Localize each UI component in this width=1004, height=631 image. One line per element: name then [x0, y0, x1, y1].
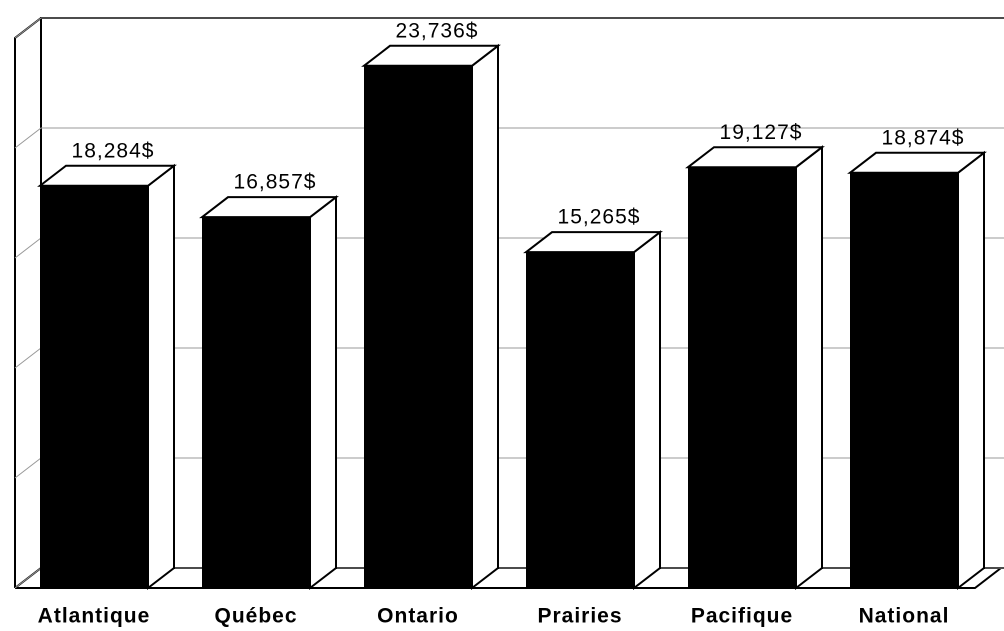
- bar-side: [471, 43, 499, 591]
- bar: [202, 217, 310, 588]
- bar: [526, 252, 634, 589]
- x-tick-label: National: [859, 605, 950, 628]
- bar: [364, 65, 472, 589]
- grid-line: [14, 127, 1004, 149]
- value-label: 18,284$: [72, 139, 155, 162]
- x-tick-label: Pacifique: [691, 605, 793, 628]
- value-label: 23,736$: [396, 19, 479, 42]
- bar-side: [147, 163, 175, 591]
- value-label: 18,874$: [882, 126, 965, 149]
- value-label: 19,127$: [720, 121, 803, 144]
- x-tick-label: Québec: [214, 605, 297, 628]
- bar: [688, 167, 796, 588]
- bar-side: [795, 145, 823, 591]
- bar-side: [309, 195, 337, 591]
- bar: [850, 172, 958, 588]
- bar-side: [633, 230, 661, 591]
- bar: [40, 185, 148, 588]
- value-label: 15,265$: [558, 206, 641, 229]
- x-tick-label: Ontario: [377, 605, 459, 628]
- grid-line: [14, 17, 1004, 39]
- bar-side: [957, 150, 985, 591]
- x-tick-label: Atlantique: [38, 605, 151, 628]
- x-tick-label: Prairies: [537, 605, 622, 628]
- value-label: 16,857$: [234, 171, 317, 194]
